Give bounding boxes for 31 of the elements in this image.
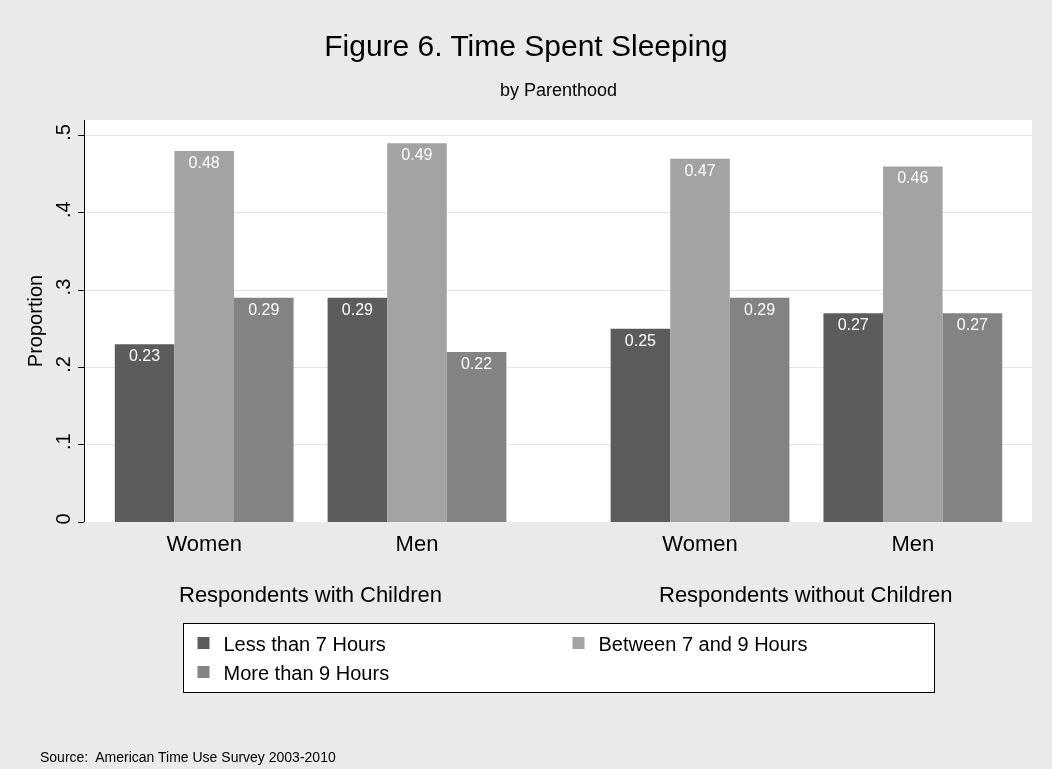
data-label: 0.22 <box>460 354 493 372</box>
data-label: 0.46 <box>897 169 929 187</box>
data-label: 0.23 <box>128 347 161 365</box>
y-axis-title: Proportion <box>23 274 46 368</box>
data-label: 0.29 <box>248 300 280 318</box>
data-label: 0.49 <box>401 146 433 164</box>
text: Respondents without Children <box>659 582 953 607</box>
data-label: 0.48 <box>188 153 220 171</box>
x-tick-label: Women <box>662 531 738 556</box>
chart-subtitle: by Parenthood <box>500 80 618 100</box>
legend-label: Less than 7 Hours <box>223 632 386 655</box>
y-tick-label: .4 <box>52 201 74 219</box>
chart-title: Figure 6. Time Spent Sleeping <box>324 28 728 62</box>
data-label: 0.25 <box>624 331 657 349</box>
x-tick-label: Men <box>891 531 935 556</box>
text: Respondents with Children <box>179 582 442 607</box>
y-tick-label: .2 <box>52 356 74 373</box>
x-tick-label: Women <box>166 531 242 556</box>
data-label: 0.47 <box>684 161 716 179</box>
legend-label: More than 9 Hours <box>223 661 390 684</box>
y-tick-label: .5 <box>52 124 74 141</box>
data-label: 0.27 <box>837 316 869 334</box>
y-tick-label: .3 <box>52 278 74 296</box>
x-tick-label: Men <box>395 531 439 556</box>
data-label: 0.29 <box>743 300 776 318</box>
data-label: 0.29 <box>341 300 374 318</box>
data-label: 0.27 <box>956 316 989 334</box>
source-note: Source: American Time Use Survey 2003-2010 <box>40 749 336 765</box>
y-tick-label: 0 <box>52 513 74 525</box>
y-tick-label: .1 <box>52 433 74 451</box>
legend-label: Between 7 and 9 Hours <box>598 632 808 655</box>
